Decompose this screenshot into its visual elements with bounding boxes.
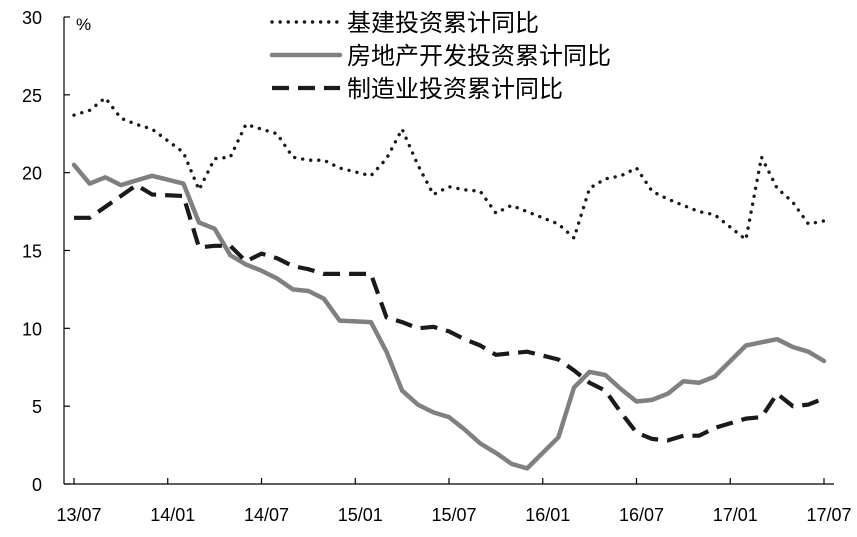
series-line-1 [72, 96, 826, 242]
y-tick-label: 25 [22, 86, 42, 106]
x-tick-label: 14/01 [150, 505, 195, 525]
series-line-3 [74, 183, 825, 443]
y-tick-label: 10 [22, 319, 42, 339]
x-tick-label: 13/07 [56, 505, 101, 525]
y-tick-label: 30 [22, 8, 42, 28]
series-line-2 [71, 162, 827, 471]
x-tick-label: 17/01 [713, 505, 758, 525]
y-tick-label: 0 [32, 475, 42, 495]
y-axis-unit: % [76, 15, 91, 34]
legend-label-1: 基建投资累计同比 [347, 10, 539, 37]
x-tick-label: 16/07 [619, 505, 664, 525]
x-tick-label: 14/07 [244, 505, 289, 525]
legend-label-2: 房地产开发投资累计同比 [347, 43, 611, 70]
x-tick-label: 15/07 [431, 505, 476, 525]
legend-label-3: 制造业投资累计同比 [347, 76, 563, 103]
x-tick-label: 16/01 [525, 505, 570, 525]
y-tick-label: 15 [22, 242, 42, 262]
y-tick-label: 20 [22, 164, 42, 184]
axes: 0 5 10 15 20 25 30 % 13/07 14/01 14/07 15/01 15/07 16… [22, 8, 852, 525]
series-layer [71, 96, 827, 471]
x-tick-label: 15/01 [338, 505, 383, 525]
x-tick-label: 17/07 [806, 505, 851, 525]
y-tick-label: 5 [32, 397, 42, 417]
